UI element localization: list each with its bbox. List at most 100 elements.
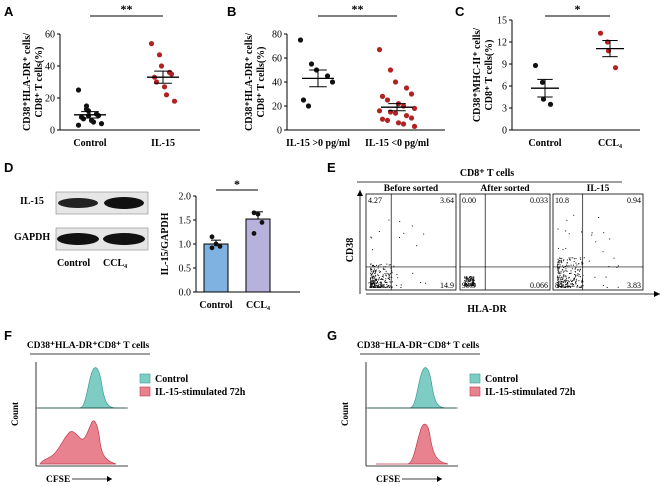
flow-event-dot <box>372 271 374 273</box>
flow-event-dot <box>384 268 386 270</box>
flow-event-dot <box>561 281 563 283</box>
flow-event-dot <box>473 284 475 286</box>
flow-event-dot <box>565 279 567 281</box>
flow-event-dot <box>370 278 372 280</box>
flow-event-dot <box>380 286 382 288</box>
flow-event-dot <box>374 269 376 271</box>
flow-event-dot <box>559 257 561 259</box>
flow-event-dot <box>400 284 402 286</box>
flow-event-dot <box>466 285 468 287</box>
flow-event-dot <box>378 231 380 233</box>
flow-event-dot <box>602 284 604 286</box>
flow-event-dot <box>379 271 381 273</box>
y-tick-label: 80 <box>272 30 282 41</box>
quadrant-value-q1: 0.00 <box>462 196 476 205</box>
flow-event-dot <box>383 286 385 288</box>
flow-event-dot <box>378 270 380 272</box>
flow-event-dot <box>557 276 559 278</box>
flow-event-dot <box>378 284 380 286</box>
flow-event-dot <box>560 281 562 283</box>
y-tick-label: 1.0 <box>179 240 192 251</box>
flow-event-dot <box>566 285 568 287</box>
flow-plot-frame <box>552 193 644 291</box>
flow-event-dot <box>558 268 560 270</box>
flow-event-dot <box>371 275 373 277</box>
flow-event-dot <box>608 266 610 268</box>
data-point <box>80 116 87 122</box>
quadrant-value-q2: 0.033 <box>530 196 548 205</box>
flow-event-dot <box>566 262 568 264</box>
flow-event-dot <box>464 277 466 279</box>
flow-event-dot <box>383 269 385 271</box>
flow-event-dot <box>472 277 474 279</box>
flow-event-dot <box>594 276 596 278</box>
flow-event-dot <box>565 265 567 267</box>
flow-event-dot <box>370 283 372 285</box>
data-point <box>379 116 386 122</box>
flow-event-dot <box>377 265 379 267</box>
quadrant-value-q4: 3.83 <box>627 281 641 290</box>
flow-event-dot <box>570 286 572 288</box>
flow-event-dot <box>465 284 467 286</box>
flow-event-dot <box>376 285 378 287</box>
flow-event-dot <box>561 276 563 278</box>
flow-event-dot <box>558 267 560 269</box>
flow-event-dot <box>579 268 581 270</box>
flow-event-dot <box>571 268 573 270</box>
flow-event-dot <box>379 271 381 273</box>
flow-event-dot <box>373 283 375 285</box>
panel-label-e: E <box>327 160 336 175</box>
flow-event-dot <box>591 232 593 234</box>
flow-event-dot <box>471 276 473 278</box>
legend-label-control: Control <box>155 374 188 385</box>
flow-event-dot <box>557 272 559 274</box>
y-tick-label: 9 <box>502 60 507 71</box>
flow-event-dot <box>609 238 611 240</box>
flow-event-dot <box>465 281 467 283</box>
data-point <box>379 93 386 99</box>
data-point <box>163 92 170 98</box>
significance-label: ** <box>121 2 133 16</box>
flow-event-dot <box>381 282 383 284</box>
flow-event-dot <box>469 276 471 278</box>
flow-event-dot <box>568 257 570 259</box>
flow-event-dot <box>568 272 570 274</box>
flow-event-dot <box>468 276 470 278</box>
flow-event-dot <box>371 269 373 271</box>
flow-event-dot <box>372 275 374 277</box>
legend-swatch-stimulated <box>139 386 151 397</box>
flow-event-dot <box>563 259 565 261</box>
flow-event-dot <box>380 278 382 280</box>
flow-event-dot <box>561 285 563 287</box>
flow-event-dot <box>563 274 565 276</box>
data-point <box>411 123 418 129</box>
flow-event-dot <box>375 279 377 281</box>
flow-event-dot <box>380 286 382 288</box>
flow-event-dot <box>371 237 373 239</box>
data-point <box>153 79 160 85</box>
y-tick-label: 40 <box>272 78 282 89</box>
flow-event-dot <box>465 278 467 280</box>
flow-event-dot <box>470 280 472 282</box>
flow-event-dot <box>579 269 581 271</box>
x-tick-label: Control <box>528 138 561 149</box>
data-point <box>90 119 97 125</box>
flow-event-dot <box>372 273 374 275</box>
flow-event-dot <box>578 263 580 265</box>
flow-event-dot <box>377 274 379 276</box>
flow-event-dot <box>374 284 376 286</box>
bar <box>203 243 229 293</box>
flow-event-dot <box>375 270 377 272</box>
data-point <box>376 108 383 114</box>
data-point <box>161 84 168 90</box>
data-point <box>392 79 399 85</box>
flow-event-dot <box>473 285 475 287</box>
flow-event-dot <box>370 274 372 276</box>
histogram-xlabel: CFSE <box>46 475 70 485</box>
flow-event-dot <box>575 266 577 268</box>
significance-label: * <box>575 2 581 16</box>
flow-event-dot <box>375 279 377 281</box>
flow-event-dot <box>576 269 578 271</box>
flow-event-dot <box>373 276 375 278</box>
